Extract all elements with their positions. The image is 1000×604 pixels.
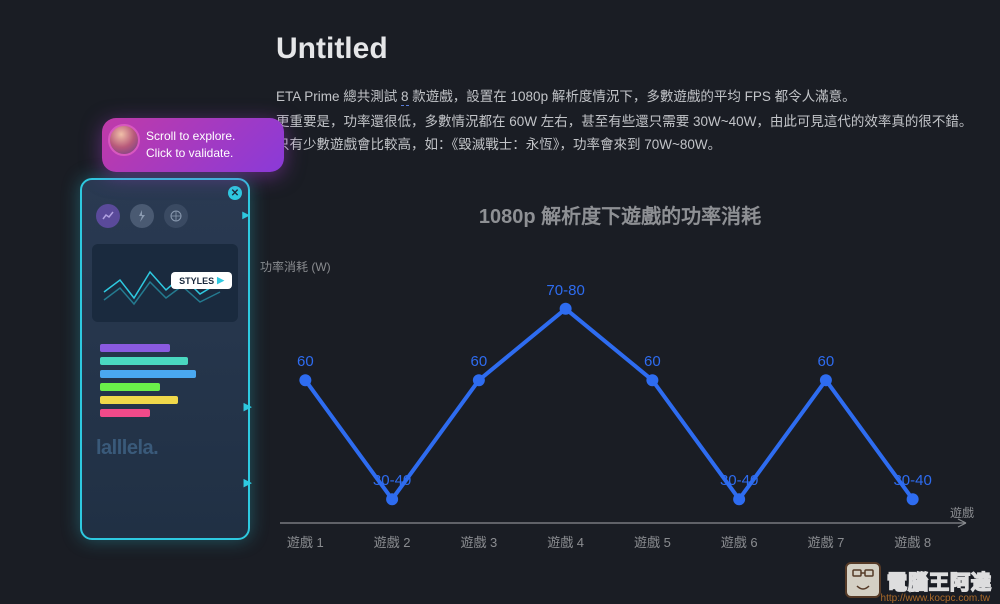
globe-icon[interactable]	[164, 204, 188, 228]
chart-style-icon[interactable]	[96, 204, 120, 228]
play-arrow-icon[interactable]: ▶	[242, 210, 250, 221]
svg-text:遊戲 5: 遊戲 5	[634, 535, 671, 550]
svg-text:60: 60	[471, 353, 488, 370]
page-title: Untitled	[276, 32, 976, 66]
para1-a: ETA Prime 總共測試	[276, 89, 401, 104]
play-arrow-icon: ▶	[217, 275, 224, 286]
hint-line-2: Click to validate.	[146, 145, 272, 162]
hint-bubble[interactable]: Scroll to explore. Click to validate.	[102, 118, 284, 172]
svg-text:60: 60	[644, 353, 661, 370]
line-chart-svg: 遊戲 60 遊戲 1 30-40 遊戲 2 60 遊戲 3 70-80 遊戲 4 60 遊戲 5 30…	[260, 235, 980, 575]
svg-text:60: 60	[297, 353, 314, 370]
mini-bar	[100, 409, 150, 417]
lightning-icon[interactable]	[130, 204, 154, 228]
svg-text:遊戲 4: 遊戲 4	[547, 535, 584, 550]
mini-bar	[100, 396, 178, 404]
hint-line-1: Scroll to explore.	[146, 128, 272, 145]
mini-bar	[100, 357, 188, 365]
svg-text:30-40: 30-40	[720, 472, 758, 489]
power-chart: 1080p 解析度下遊戲的功率消耗 功率消耗 (W) 遊戲 60 遊戲 1 30-40…	[260, 200, 980, 580]
description-para-1: ETA Prime 總共測試 8 款遊戲，設置在 1080p 解析度情況下，多數…	[276, 86, 976, 109]
mini-bar	[100, 344, 170, 352]
svg-text:遊戲 2: 遊戲 2	[374, 535, 411, 550]
mini-line-preview[interactable]: STYLES ▶	[92, 244, 238, 322]
chart-ylabel: 功率消耗 (W)	[260, 258, 331, 275]
style-explorer-panel[interactable]: ✕ ▶ STYLES ▶ ▶ ▶ lalllela.	[80, 178, 250, 540]
avatar	[108, 124, 140, 156]
play-arrow-icon[interactable]: ▶	[244, 476, 252, 489]
svg-text:遊戲 7: 遊戲 7	[807, 535, 844, 550]
svg-text:60: 60	[818, 353, 835, 370]
game-count: 8	[401, 89, 409, 106]
svg-text:遊戲 6: 遊戲 6	[721, 535, 758, 550]
play-arrow-icon[interactable]: ▶	[244, 400, 252, 413]
svg-text:遊戲 1: 遊戲 1	[287, 535, 324, 550]
panel-footer-text: lalllela.	[92, 437, 238, 460]
svg-text:遊戲 8: 遊戲 8	[894, 535, 931, 550]
svg-text:遊戲: 遊戲	[950, 505, 974, 520]
mini-bar	[100, 383, 160, 391]
watermark-text: 電腦王阿達	[887, 566, 992, 595]
chart-title: 1080p 解析度下遊戲的功率消耗	[260, 200, 980, 229]
mini-bar	[100, 370, 196, 378]
watermark-face-icon	[845, 562, 881, 598]
description-para-2: 更重要是，功率還很低，多數情況都在 60W 左右，甚至有些還只需要 30W~40…	[276, 111, 976, 157]
close-icon[interactable]: ✕	[228, 186, 242, 200]
svg-text:30-40: 30-40	[893, 472, 931, 489]
para1-b: 款遊戲，設置在 1080p 解析度情況下，多數遊戲的平均 FPS 都令人滿意。	[409, 89, 856, 104]
mini-bar-preview[interactable]	[92, 344, 238, 417]
styles-label: STYLES	[179, 276, 214, 286]
styles-badge[interactable]: STYLES ▶	[171, 272, 232, 289]
svg-text:70-80: 70-80	[546, 282, 584, 299]
watermark-url: http://www.kocpc.com.tw	[881, 593, 990, 604]
panel-icon-row: ▶	[92, 204, 238, 228]
svg-text:遊戲 3: 遊戲 3	[460, 535, 497, 550]
svg-text:30-40: 30-40	[373, 472, 411, 489]
